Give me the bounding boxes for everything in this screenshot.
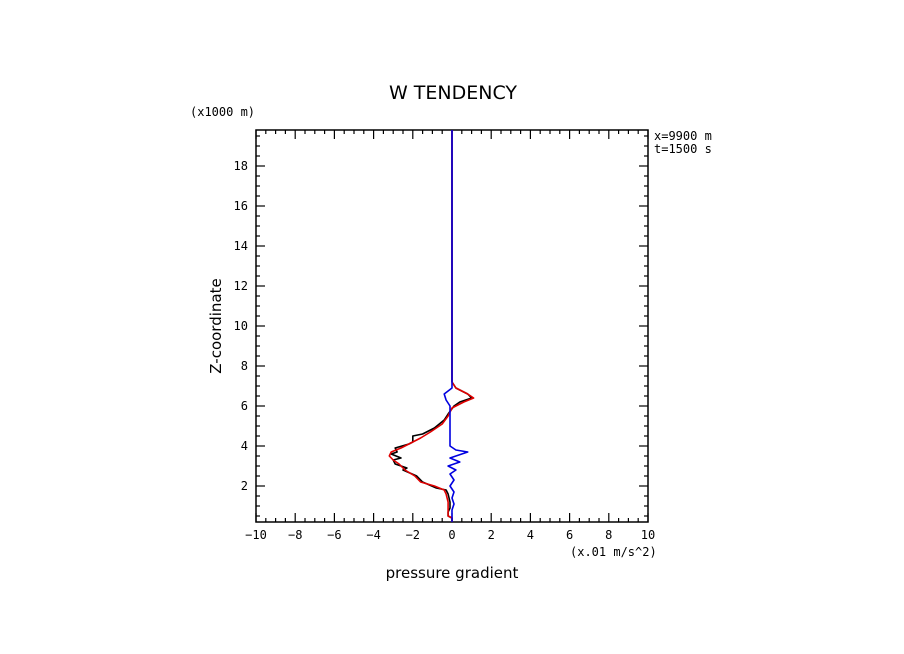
x-tick-label: −6	[327, 528, 341, 542]
y-tick-label: 8	[241, 359, 248, 373]
y-tick-label: 2	[241, 479, 248, 493]
series-lines	[388, 130, 475, 522]
x-tick-labels: −10 −8 −6 −4 −2 0 2 4 6 8 10	[245, 528, 655, 542]
y-tick-label: 14	[234, 239, 248, 253]
y-axis-label: Z-coordinate	[207, 278, 225, 373]
x-tick-label: 6	[566, 528, 573, 542]
x-units: (x.01 m/s^2)	[570, 545, 657, 559]
x-tick-label: −2	[406, 528, 420, 542]
x-tick-label: −4	[366, 528, 380, 542]
chart-title: W TENDENCY	[389, 82, 517, 104]
annotation-x: x=9900 m	[654, 129, 712, 143]
y-tick-label: 12	[234, 279, 248, 293]
y-tick-label: 6	[241, 399, 248, 413]
y-tick-label: 10	[234, 319, 248, 333]
x-tick-label: 0	[448, 528, 455, 542]
x-tick-label: −8	[288, 528, 302, 542]
series-line-3	[443, 130, 469, 522]
x-tick-label: 8	[605, 528, 612, 542]
series-line-1	[390, 130, 473, 522]
x-tick-label: −10	[245, 528, 267, 542]
y-tick-label: 18	[234, 159, 248, 173]
x-axis-label: pressure gradient	[386, 564, 519, 582]
x-tick-label: 10	[641, 528, 655, 542]
y-units: (x1000 m)	[190, 105, 255, 119]
y-tick-label: 4	[241, 439, 248, 453]
series-line-2	[388, 130, 475, 522]
annotation-t: t=1500 s	[654, 142, 712, 156]
axis-ticks	[255, 130, 649, 522]
x-tick-label: 4	[527, 528, 534, 542]
y-tick-label: 16	[234, 199, 248, 213]
x-tick-label: 2	[488, 528, 495, 542]
y-tick-labels: 2 4 6 8 10 12 14 16 18	[234, 159, 248, 493]
